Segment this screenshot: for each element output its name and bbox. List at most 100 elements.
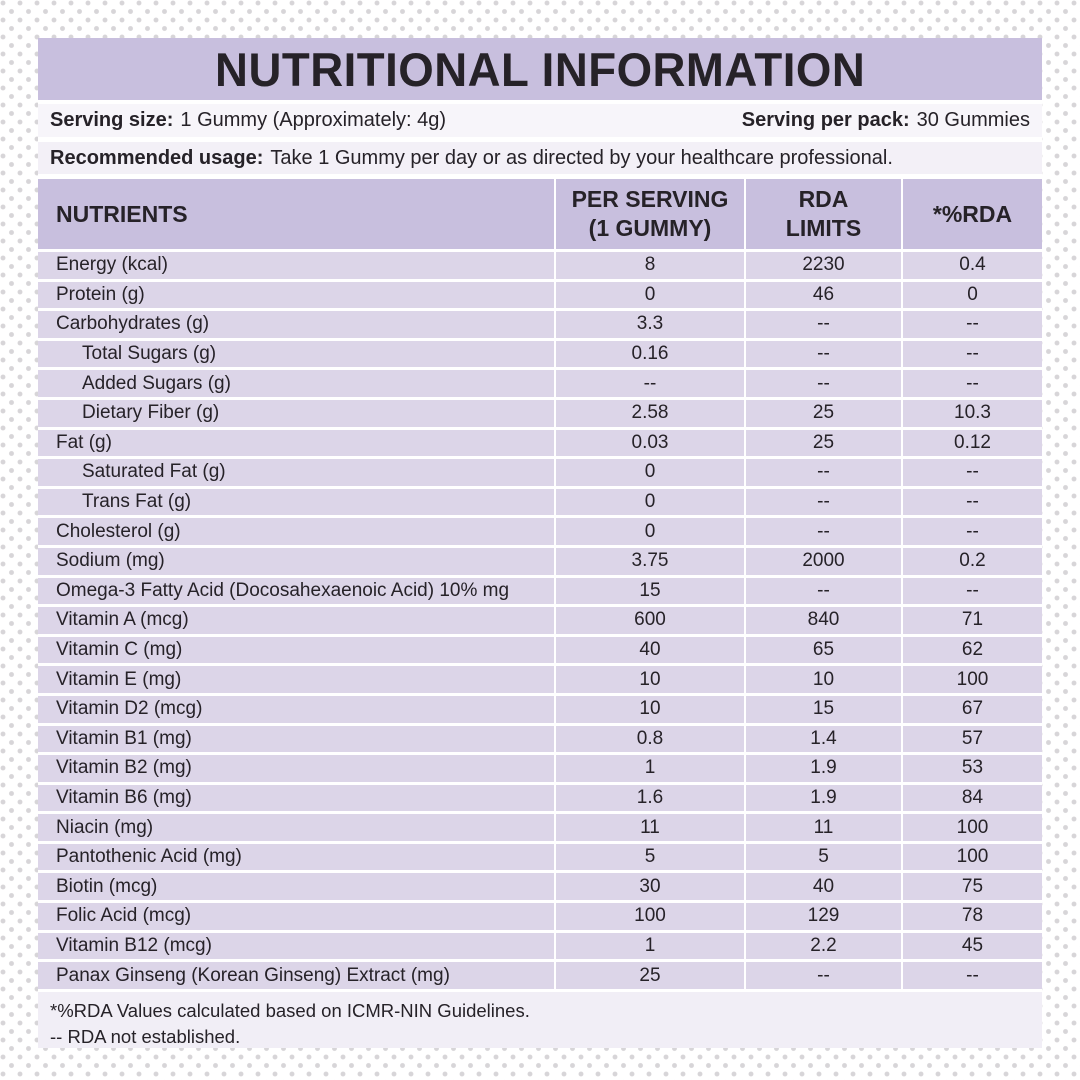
rda-limit-value: 40	[746, 873, 901, 901]
per-serving-value: 15	[556, 577, 744, 605]
per-serving-value: 0	[556, 518, 744, 545]
rda-percent-value: 10.3	[903, 399, 1042, 427]
nutrient-name: Saturated Fat (g)	[38, 459, 554, 486]
table-row: Fat (g) 0.03 25 0.12	[38, 429, 1042, 457]
serving-size: Serving size: 1 Gummy (Approximately: 4g)	[50, 109, 446, 132]
rda-percent-value: 71	[903, 607, 1042, 634]
rda-percent-value: 45	[903, 932, 1042, 960]
nutrient-name: Omega-3 Fatty Acid (Docosahexaenoic Acid…	[38, 577, 554, 605]
rda-limit-value: 840	[746, 607, 901, 634]
rda-limit-value: --	[746, 488, 901, 516]
per-serving-value: 0	[556, 281, 744, 309]
nutrition-label-panel: NUTRITIONAL INFORMATION Serving size: 1 G…	[38, 38, 1042, 1048]
nutrient-name: Panax Ginseng (Korean Ginseng) Extract (…	[38, 962, 554, 989]
rda-percent-value: 57	[903, 725, 1042, 753]
rda-percent-value: 78	[903, 903, 1042, 930]
rda-limit-value: --	[746, 340, 901, 368]
nutrient-name: Vitamin B12 (mcg)	[38, 932, 554, 960]
per-serving-value: 1	[556, 932, 744, 960]
rda-limit-value: 46	[746, 281, 901, 309]
per-serving-value: 3.3	[556, 311, 744, 338]
nutrient-name: Folic Acid (mcg)	[38, 903, 554, 930]
per-serving-value: 2.58	[556, 399, 744, 427]
table-row: Protein (g) 0 46 0	[38, 281, 1042, 309]
per-serving-value: 8	[556, 252, 744, 279]
per-serving-value: 25	[556, 962, 744, 989]
per-serving-value: 30	[556, 873, 744, 901]
per-serving-value: 5	[556, 843, 744, 871]
per-serving-value: 10	[556, 695, 744, 723]
recommended-usage-value: Take 1 Gummy per day or as directed by y…	[270, 146, 893, 169]
nutrient-name: Sodium (mg)	[38, 547, 554, 575]
table-row: Folic Acid (mcg) 100 129 78	[38, 903, 1042, 930]
rda-percent-value: 67	[903, 695, 1042, 723]
rda-limit-value: 129	[746, 903, 901, 930]
per-serving-value: 3.75	[556, 547, 744, 575]
rda-limit-value: 25	[746, 429, 901, 457]
table-row: Pantothenic Acid (mg) 5 5 100	[38, 843, 1042, 871]
serving-per-pack: Serving per pack: 30 Gummies	[742, 109, 1030, 132]
rda-percent-value: 0.2	[903, 547, 1042, 575]
rda-limit-value: 65	[746, 636, 901, 664]
table-row: Vitamin B12 (mcg) 1 2.2 45	[38, 932, 1042, 960]
column-header-nutrients: NUTRIENTS	[38, 179, 554, 249]
per-serving-value: 10	[556, 666, 744, 693]
table-row: Sodium (mg) 3.75 2000 0.2	[38, 547, 1042, 575]
table-row: Vitamin B2 (mg) 1 1.9 53	[38, 755, 1042, 782]
rda-percent-value: --	[903, 488, 1042, 516]
rda-percent-value: 100	[903, 814, 1042, 841]
column-header-rda-limits: RDA LIMITS	[746, 179, 901, 249]
rda-percent-value: 84	[903, 784, 1042, 812]
rda-percent-value: 0	[903, 281, 1042, 309]
per-serving-value: 100	[556, 903, 744, 930]
rda-limit-value: --	[746, 311, 901, 338]
rda-limit-value: 2230	[746, 252, 901, 279]
footnote-rda-not-established: -- RDA not established.	[50, 1025, 241, 1047]
rda-percent-value: 53	[903, 755, 1042, 782]
footnotes: *%RDA Values calculated based on ICMR-NI…	[38, 991, 1042, 1048]
recommended-usage-label: Recommended usage:	[50, 146, 264, 169]
nutrient-name: Biotin (mcg)	[38, 873, 554, 901]
rda-limit-value: --	[746, 370, 901, 397]
rda-percent-value: 0.4	[903, 252, 1042, 279]
nutrient-name: Total Sugars (g)	[38, 340, 554, 368]
rda-limit-value: 25	[746, 399, 901, 427]
table-row: Vitamin C (mg) 40 65 62	[38, 636, 1042, 664]
rda-percent-value: --	[903, 459, 1042, 486]
table-row: Carbohydrates (g) 3.3 -- --	[38, 311, 1042, 338]
nutrient-name: Trans Fat (g)	[38, 488, 554, 516]
rda-limit-value: 2.2	[746, 932, 901, 960]
rda-limit-value: --	[746, 459, 901, 486]
rda-percent-value: --	[903, 370, 1042, 397]
rda-limit-value: 1.9	[746, 755, 901, 782]
table-row: Total Sugars (g) 0.16 -- --	[38, 340, 1042, 368]
table-row: Vitamin B6 (mg) 1.6 1.9 84	[38, 784, 1042, 812]
table-row: Biotin (mcg) 30 40 75	[38, 873, 1042, 901]
nutrient-name: Niacin (mg)	[38, 814, 554, 841]
rda-limit-value: 15	[746, 695, 901, 723]
nutrient-name: Vitamin B1 (mg)	[38, 725, 554, 753]
rda-limit-value: --	[746, 962, 901, 989]
table-row: Vitamin E (mg) 10 10 100	[38, 666, 1042, 693]
per-serving-value: 0	[556, 459, 744, 486]
per-serving-value: 0.16	[556, 340, 744, 368]
serving-per-pack-value: 30 Gummies	[916, 109, 1030, 131]
nutrient-name: Dietary Fiber (g)	[38, 399, 554, 427]
table-row: Energy (kcal) 8 2230 0.4	[38, 252, 1042, 279]
nutrient-name: Pantothenic Acid (mg)	[38, 843, 554, 871]
rda-percent-value: --	[903, 962, 1042, 989]
serving-per-pack-label: Serving per pack:	[741, 109, 910, 131]
table-row: Niacin (mg) 11 11 100	[38, 814, 1042, 841]
rda-percent-value: --	[903, 577, 1042, 605]
per-serving-value: 0.03	[556, 429, 744, 457]
per-serving-value: 1	[556, 755, 744, 782]
rda-limit-value: 1.9	[746, 784, 901, 812]
nutrition-table-body: Energy (kcal) 8 2230 0.4 Protein (g) 0 46 0 Carb…	[38, 252, 1042, 989]
per-serving-value: 40	[556, 636, 744, 664]
nutrient-name: Vitamin B6 (mg)	[38, 784, 554, 812]
table-row: Trans Fat (g) 0 -- --	[38, 488, 1042, 516]
nutrient-name: Fat (g)	[38, 429, 554, 457]
rda-limit-value: --	[746, 577, 901, 605]
title-band: NUTRITIONAL INFORMATION	[38, 38, 1042, 100]
